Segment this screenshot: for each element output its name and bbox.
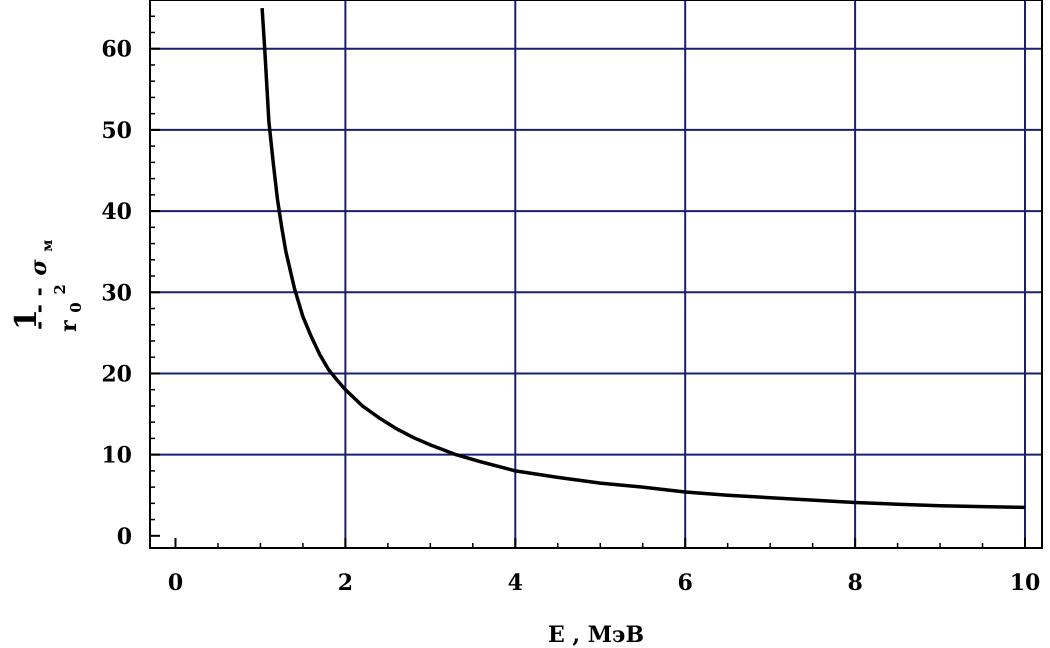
y-tick-label: 20 — [101, 361, 132, 387]
y-label-numerator: 1 — [9, 309, 44, 330]
x-axis-label: E , МэВ — [548, 622, 644, 648]
y-label-symbol-sub: м — [40, 240, 56, 252]
y-label-denominator: r — [56, 320, 82, 332]
svg-text:- - - σ м: - - - σ м — [26, 240, 56, 330]
y-tick-label: 50 — [101, 118, 132, 144]
x-tick-label: 8 — [847, 570, 862, 596]
x-tick-label: 10 — [1010, 570, 1041, 596]
axis-ticks — [150, 15, 1027, 548]
y-label-symbol: σ — [26, 259, 52, 276]
svg-text:1: 1 — [9, 309, 44, 330]
x-tick-label: 6 — [678, 570, 693, 596]
y-tick-label: 60 — [101, 37, 132, 63]
y-tick-label: 30 — [101, 280, 132, 306]
y-tick-label: 0 — [117, 524, 132, 550]
plot-frame — [149, 0, 1043, 549]
x-tick-label: 0 — [168, 570, 183, 596]
y-axis-label: 1 - - - σ м r 0 2 — [9, 240, 87, 332]
y-tick-label: 40 — [101, 199, 132, 225]
tick-labels: 0 2 4 6 8 10 0 10 20 30 40 50 60 — [101, 37, 1040, 596]
x-tick-label: 4 — [508, 570, 523, 596]
y-label-dashes: - - - — [26, 287, 52, 330]
svg-text:r 0 2: r 0 2 — [51, 284, 87, 332]
y-label-denominator-sub: 0 — [67, 302, 85, 312]
y-label-denominator-sup: 2 — [51, 284, 69, 294]
grid — [150, 0, 1042, 548]
x-tick-label: 2 — [338, 570, 353, 596]
series-line — [260, 7, 1026, 510]
y-tick-label: 10 — [101, 443, 132, 469]
